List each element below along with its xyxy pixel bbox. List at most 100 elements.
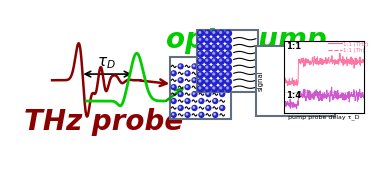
Circle shape: [221, 65, 222, 67]
Circle shape: [192, 78, 197, 83]
Circle shape: [204, 72, 211, 78]
Circle shape: [193, 65, 195, 67]
Circle shape: [226, 45, 229, 47]
Circle shape: [186, 72, 188, 73]
Circle shape: [199, 59, 201, 61]
Circle shape: [218, 37, 225, 43]
Circle shape: [178, 106, 183, 110]
Circle shape: [225, 51, 231, 57]
Circle shape: [199, 66, 201, 68]
Circle shape: [198, 86, 204, 92]
Circle shape: [198, 37, 204, 43]
Circle shape: [225, 44, 231, 50]
Circle shape: [198, 65, 204, 71]
Circle shape: [220, 38, 222, 40]
Circle shape: [206, 45, 208, 47]
Circle shape: [199, 87, 201, 89]
Circle shape: [199, 31, 201, 33]
Circle shape: [225, 58, 231, 64]
Circle shape: [198, 44, 204, 50]
Circle shape: [218, 86, 225, 92]
X-axis label: pump probe delay τ_D: pump probe delay τ_D: [288, 114, 360, 120]
Circle shape: [214, 86, 215, 87]
Circle shape: [206, 80, 208, 82]
Circle shape: [211, 44, 218, 50]
Circle shape: [204, 79, 211, 85]
Circle shape: [186, 100, 188, 101]
Circle shape: [220, 78, 225, 83]
Circle shape: [199, 52, 201, 54]
Circle shape: [192, 106, 197, 110]
Circle shape: [204, 37, 211, 43]
Circle shape: [171, 71, 176, 76]
Circle shape: [186, 86, 188, 87]
Circle shape: [178, 92, 183, 97]
Circle shape: [213, 45, 215, 47]
Circle shape: [213, 99, 218, 104]
Circle shape: [211, 65, 218, 71]
Circle shape: [193, 79, 195, 80]
Circle shape: [204, 30, 211, 36]
Text: $\tau_D$: $\tau_D$: [96, 55, 115, 71]
Bar: [256, 46, 335, 116]
Circle shape: [211, 72, 218, 78]
Circle shape: [178, 64, 183, 69]
Circle shape: [226, 31, 229, 33]
Text: 1:4: 1:4: [286, 91, 301, 100]
Circle shape: [206, 59, 208, 61]
Circle shape: [226, 38, 229, 40]
Circle shape: [206, 106, 211, 110]
Circle shape: [199, 80, 201, 82]
Circle shape: [179, 79, 181, 80]
Text: THz probe: THz probe: [24, 108, 183, 136]
Circle shape: [213, 80, 215, 82]
Circle shape: [198, 51, 204, 57]
Circle shape: [211, 79, 218, 85]
Circle shape: [213, 66, 215, 68]
Circle shape: [207, 93, 209, 94]
Circle shape: [213, 71, 218, 76]
Circle shape: [172, 86, 174, 87]
Circle shape: [213, 31, 215, 33]
Circle shape: [199, 38, 201, 40]
Circle shape: [213, 52, 215, 54]
Bar: [197, 30, 259, 92]
Circle shape: [199, 71, 204, 76]
Circle shape: [206, 73, 208, 75]
Circle shape: [220, 87, 222, 89]
Circle shape: [185, 99, 190, 104]
Circle shape: [225, 79, 231, 85]
Circle shape: [204, 51, 211, 57]
Circle shape: [185, 85, 190, 90]
Circle shape: [171, 99, 176, 104]
Circle shape: [199, 73, 201, 75]
Circle shape: [204, 86, 211, 92]
Circle shape: [206, 31, 208, 33]
Circle shape: [226, 73, 229, 75]
Circle shape: [226, 52, 229, 54]
Circle shape: [220, 106, 225, 110]
Circle shape: [192, 92, 197, 97]
Circle shape: [198, 79, 204, 85]
Circle shape: [179, 93, 181, 94]
Circle shape: [207, 79, 209, 80]
Circle shape: [218, 79, 225, 85]
Circle shape: [204, 65, 211, 71]
Circle shape: [213, 73, 215, 75]
Circle shape: [220, 64, 225, 69]
Circle shape: [179, 65, 181, 67]
Circle shape: [226, 80, 229, 82]
Circle shape: [226, 66, 229, 68]
Text: opt. pump: opt. pump: [166, 26, 327, 54]
Text: signal: signal: [258, 71, 264, 91]
Circle shape: [192, 64, 197, 69]
Circle shape: [220, 92, 225, 97]
Circle shape: [220, 52, 222, 54]
Circle shape: [199, 99, 204, 104]
Circle shape: [199, 45, 201, 47]
Circle shape: [218, 51, 225, 57]
Circle shape: [213, 59, 215, 61]
Circle shape: [204, 44, 211, 50]
Circle shape: [200, 100, 201, 101]
Circle shape: [220, 45, 222, 47]
